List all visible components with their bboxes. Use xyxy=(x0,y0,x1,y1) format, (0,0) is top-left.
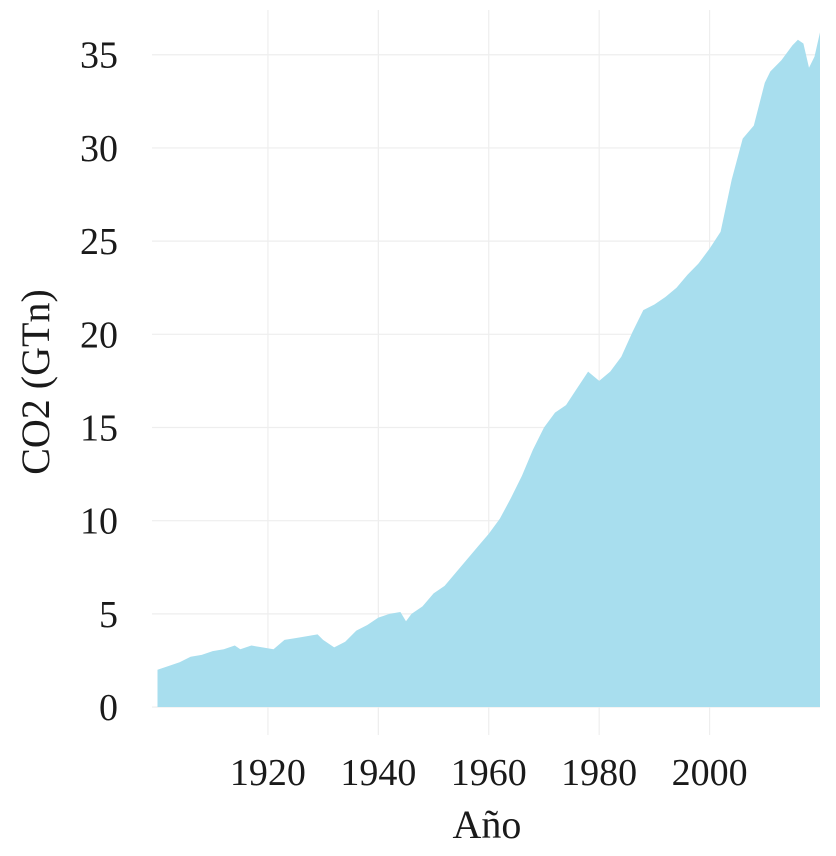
co2-area xyxy=(157,32,820,707)
y-axis-title: CO2 (GTn) xyxy=(13,289,58,475)
x-tick-label-1920: 1920 xyxy=(230,752,306,794)
area-layer xyxy=(157,32,820,707)
y-tick-label-20: 20 xyxy=(80,314,118,356)
y-tick-label-30: 30 xyxy=(80,128,118,170)
y-tick-label-5: 5 xyxy=(99,594,118,636)
x-tick-label-2000: 2000 xyxy=(672,752,748,794)
x-axis-ticks: 1920 1940 1960 1980 2000 xyxy=(230,752,748,794)
y-axis-ticks: 0 5 10 15 20 25 30 35 xyxy=(80,35,118,729)
y-tick-label-35: 35 xyxy=(80,35,118,77)
y-tick-label-25: 25 xyxy=(80,221,118,263)
x-tick-label-1980: 1980 xyxy=(561,752,637,794)
y-tick-label-15: 15 xyxy=(80,407,118,449)
y-tick-label-0: 0 xyxy=(99,687,118,729)
x-axis-title: Año xyxy=(453,802,522,847)
x-tick-label-1940: 1940 xyxy=(340,752,416,794)
y-tick-label-10: 10 xyxy=(80,501,118,543)
x-tick-label-1960: 1960 xyxy=(451,752,527,794)
